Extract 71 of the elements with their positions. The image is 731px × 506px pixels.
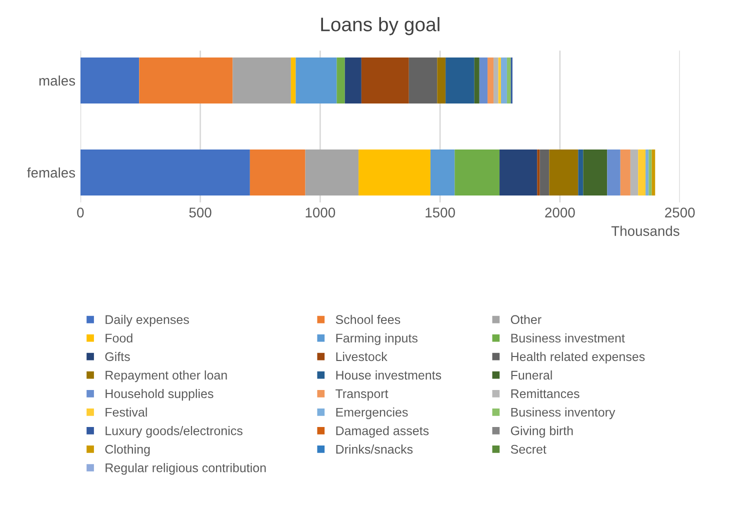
bar [336,58,345,104]
legend-label: School fees [336,314,400,324]
legend-label: Business investment [511,333,625,343]
bar [474,58,480,104]
bar [648,150,652,196]
legend-label: Luxury goods/electronics [106,426,242,438]
bar [430,150,455,196]
bar [540,150,550,196]
bar [537,150,540,196]
x-axis-title: Thousands [611,226,680,236]
bar [638,150,646,196]
bar [494,58,498,104]
bar [646,150,649,196]
legend-label: Food [106,333,132,343]
chart-title: Loans by goal [321,17,440,36]
y-tick-label: males [39,75,76,86]
legend-label: Secret [510,444,546,454]
x-tick-label: 1000 [306,208,336,218]
legend-label: Other [510,314,542,324]
bar [488,58,494,104]
bar [437,58,446,104]
bar [583,150,608,196]
legend-label: Giving birth [510,426,573,438]
x-tick-label: 1500 [426,208,455,218]
legend-label: Transport [336,389,388,401]
legend-label: Repayment other loan [106,370,227,382]
bar [358,150,430,196]
legend-label: Business inventory [511,407,616,420]
legend-label: House investments [336,370,442,380]
bar [361,58,409,104]
legend-label: Daily expenses [106,314,189,326]
bar [454,150,500,196]
bar [446,58,474,104]
bar [80,58,140,104]
bar [139,58,233,104]
x-tick-label: 500 [189,208,212,218]
legend-label: Regular religious contribution [106,463,266,475]
bar [607,150,620,196]
x-tick-label: 0 [77,208,84,218]
legend-label: Funeral [511,370,552,380]
legend-label: Livestock [336,352,388,362]
bar [290,58,296,104]
x-tick-label: 2500 [665,208,695,218]
legend-label: Damaged assets [336,426,429,438]
legend-label: Remittances [511,388,580,398]
bar [500,150,538,196]
legend-label: Festival [106,407,147,417]
bar [620,150,630,196]
bar [578,150,584,196]
bar [296,58,337,104]
legend-label: Household supplies [106,388,214,401]
bar [549,150,578,196]
x-tick-label: 2000 [545,208,575,218]
legend-label: Drinks/snacks [336,444,413,454]
bar [479,58,488,104]
bar [498,58,501,104]
bar [250,150,306,196]
legend-label: Clothing [105,444,150,456]
bar [232,58,291,104]
bar [500,58,507,104]
bar [80,150,250,196]
bar [408,58,438,104]
bar [344,58,362,104]
bar [506,58,511,104]
bar [630,150,638,196]
legend-label: Emergencies [336,407,408,420]
y-tick-label: females [27,167,76,178]
legend-label: Health related expenses [511,352,645,364]
legend-label: Farming inputs [336,333,418,346]
legend-label: Gifts [105,352,130,362]
bar [305,150,359,196]
